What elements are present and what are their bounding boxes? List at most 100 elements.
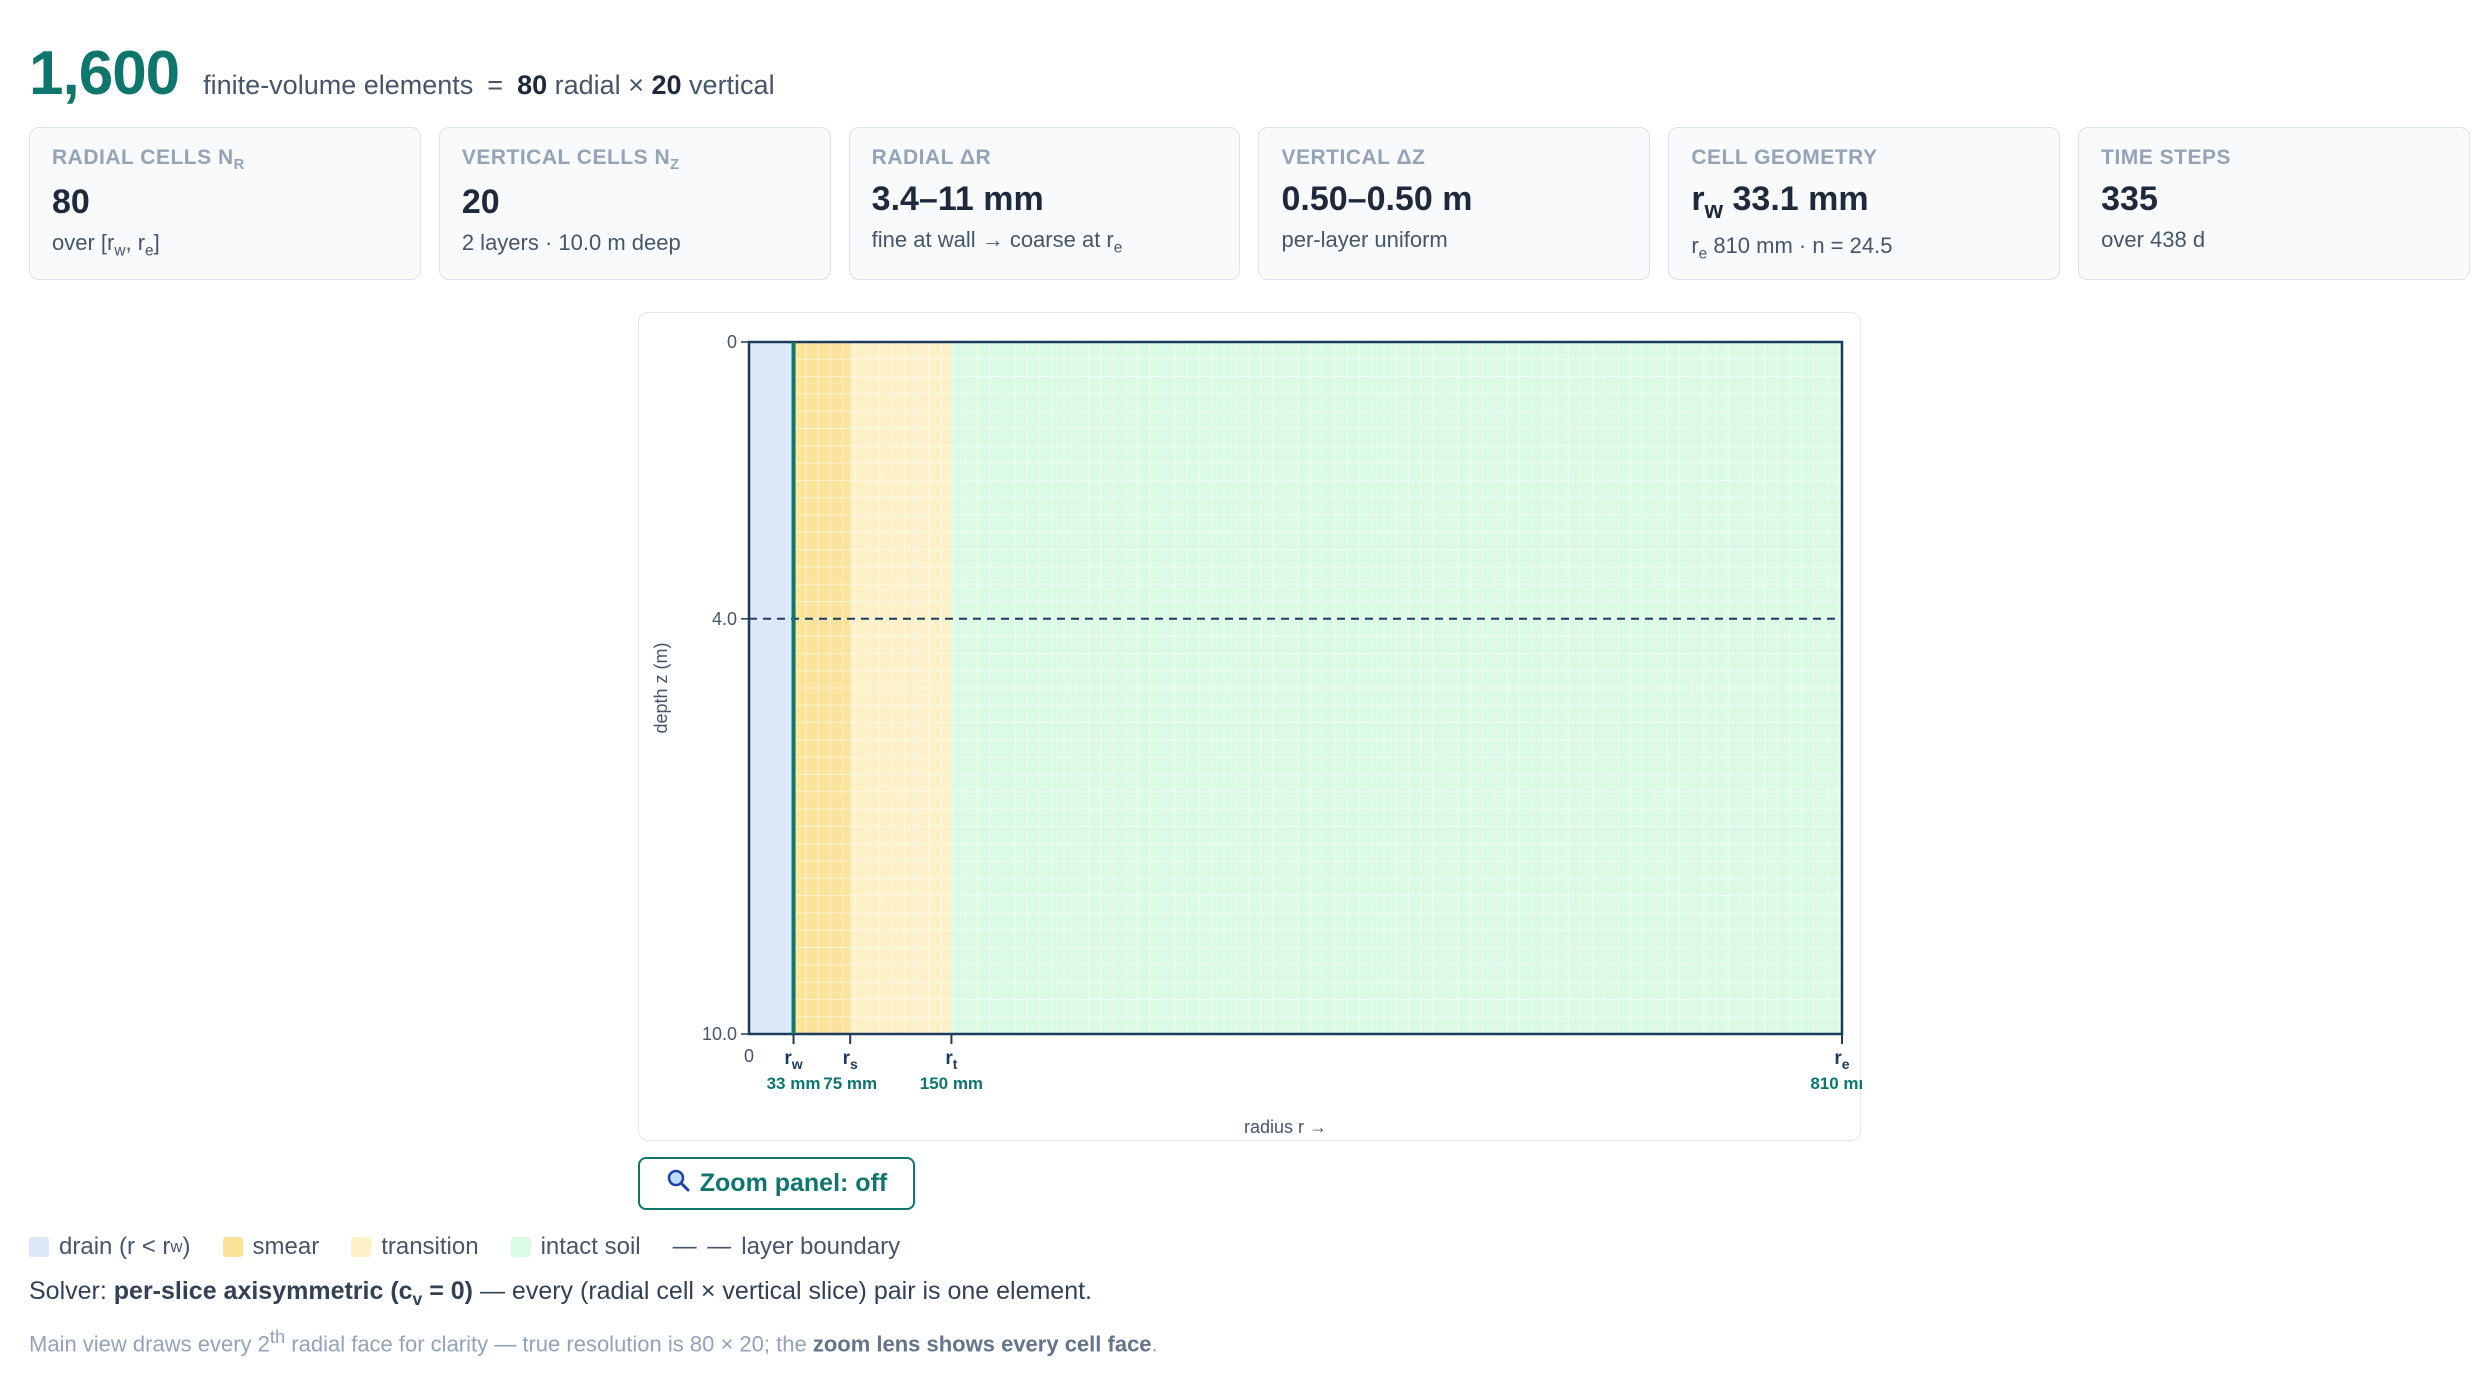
card-value: 20 [461, 183, 500, 222]
card-value: 335 [2101, 180, 2158, 218]
radial-marker-label: rs [843, 1048, 858, 1072]
element-count: 1,600 [29, 39, 180, 108]
card-label: CELL GEOMETRY [1691, 146, 1878, 169]
legend-label-sub: w [170, 1237, 183, 1256]
radial-marker-label: re [1834, 1048, 1849, 1072]
note-text: Main view draws every 2 [29, 1331, 270, 1357]
zone-drain [749, 342, 794, 1034]
card-label: TIME STEPS [2101, 146, 2231, 169]
legend-label: ) [182, 1233, 191, 1260]
y-axis-label: depth z (m) [651, 642, 671, 733]
solver-method: per-slice axisymmetric (cv = 0) [113, 1277, 474, 1309]
card-value: rw 33.1 mm [1691, 180, 2037, 225]
legend-label: intact soil [540, 1233, 641, 1260]
card-label: RADIAL ΔR [871, 146, 992, 169]
vertical-count: 20 [651, 70, 682, 100]
legend-label: transition [381, 1233, 479, 1260]
card-sub: 2 layers · 10.0 m deep [461, 230, 681, 256]
card-sub-text: , r [125, 230, 146, 256]
card-vertical-dz: VERTICAL ΔZ 0.50–0.50 m per-layer unifor… [1258, 127, 1651, 280]
resolution-note: Main view draws every 2th radial face fo… [29, 1326, 1158, 1357]
card-sub: over [rw, re] [52, 230, 398, 260]
card-label-sub: r [233, 157, 245, 174]
magnifier-icon [666, 1168, 690, 1199]
card-value: 0.50–0.50 m [1281, 180, 1473, 218]
solver-method-sub: v [412, 1289, 423, 1309]
equals-sign: = [487, 70, 504, 100]
note-text: radial face for clarity — true resolutio… [285, 1331, 813, 1357]
card-time-steps: TIME STEPS 335 over 438 d [2078, 127, 2470, 280]
card-value-text: 33.1 mm [1723, 180, 1869, 218]
radial-marker-value: 33 mm [767, 1074, 821, 1093]
depth-tick-label: 10.0 [702, 1024, 737, 1044]
card-sub-sub: e [145, 242, 154, 260]
card-label-text: RADIAL CELLS N [52, 146, 234, 169]
solver-method-text: = 0) [422, 1277, 474, 1305]
legend-item-intact-soil: intact soil [510, 1233, 641, 1261]
solver-description: Solver: per-slice axisymmetric (cv = 0) … [29, 1277, 1092, 1310]
card-sub: over 438 d [2101, 227, 2206, 252]
radial-marker-value: 150 mm [920, 1074, 983, 1093]
radial-marker-label: rw [784, 1048, 802, 1072]
card-value: 80 [52, 183, 90, 222]
radial-marker-value: 75 mm [823, 1074, 877, 1093]
x-axis-label: radius r → [1244, 1117, 1327, 1137]
card-label-sub: z [670, 157, 680, 174]
legend-item-layer-boundary: — — layer boundary [673, 1233, 900, 1261]
card-sub-text: ] [153, 230, 160, 256]
card-label: RADIAL CELLS Nr [52, 146, 398, 173]
legend-item-drain: drain (r < r w) [29, 1233, 191, 1261]
card-value-text: r [1691, 180, 1705, 218]
legend-label: drain (r < r [59, 1233, 171, 1260]
card-radial-dr: RADIAL ΔR 3.4–11 mm fine at wall → coars… [848, 127, 1241, 280]
legend-item-smear: smear [222, 1233, 320, 1261]
card-sub-sub: e [1113, 239, 1123, 257]
card-vertical-cells: VERTICAL CELLS Nz 20 2 layers · 10.0 m d… [438, 127, 831, 280]
card-label: VERTICAL CELLS Nz [462, 146, 808, 173]
note-text: . [1151, 1331, 1158, 1357]
card-sub: fine at wall → coarse at re [872, 227, 1218, 257]
solver-method-text: per-slice axisymmetric (c [113, 1277, 413, 1305]
card-sub-text: 810 mm · n = 24.5 [1707, 232, 1893, 258]
note-sup: th [269, 1326, 286, 1347]
card-value-sub: w [1704, 196, 1724, 224]
depth-tick-label: 4.0 [712, 609, 737, 629]
card-sub: re 810 mm · n = 24.5 [1691, 233, 2037, 263]
legend-item-transition: transition [351, 1233, 479, 1261]
summary-header: 1,600 finite-volume elements = 80 radial ×… [29, 38, 775, 109]
stat-cards: RADIAL CELLS Nr 80 over [rw, re] VERTICA… [29, 127, 2470, 280]
card-cell-geometry: CELL GEOMETRY rw 33.1 mm re 810 mm · n =… [1668, 127, 2061, 280]
note-emphasis: zoom lens shows every cell face [812, 1331, 1152, 1357]
card-sub-text: r [1691, 232, 1699, 258]
times-sign: × [628, 70, 644, 100]
zoom-panel-toggle-button[interactable]: Zoom panel: off [638, 1157, 915, 1210]
legend-swatch [510, 1237, 531, 1257]
card-sub-sub: e [1698, 245, 1708, 263]
element-label: finite-volume elements [203, 70, 474, 100]
card-radial-cells: RADIAL CELLS Nr 80 over [rw, re] [29, 127, 421, 280]
element-summary: finite-volume elements = 80 radial × 20 ve… [203, 70, 774, 101]
legend-label: smear [252, 1233, 320, 1260]
legend-label: layer boundary [741, 1233, 901, 1260]
mesh-plot: 0 4.0 10.0 depth z (m) 0 rw 33 mm rs 75 mm rt 150 … [651, 332, 1862, 1137]
legend-swatch [29, 1237, 49, 1257]
plot-frame [747, 340, 1844, 1036]
radial-marker-label: rt [945, 1048, 957, 1072]
vertical-word: vertical [689, 70, 775, 100]
legend: drain (r < r w) smear transition intact s… [29, 1233, 932, 1261]
radial-count: 80 [517, 70, 548, 100]
card-sub-sub: w [114, 242, 126, 260]
solver-prefix: Solver: [29, 1277, 107, 1305]
depth-tick-label: 0 [727, 332, 737, 352]
radial-word: radial [554, 70, 621, 100]
dashed-line-icon: — — [672, 1233, 734, 1260]
card-sub: per-layer uniform [1281, 227, 1448, 252]
zoom-button-label: Zoom panel: off [699, 1169, 888, 1197]
legend-swatch [222, 1237, 243, 1257]
legend-swatch [351, 1237, 372, 1257]
card-label-text: VERTICAL CELLS N [461, 146, 671, 169]
card-sub-text: fine at wall → coarse at r [871, 227, 1114, 252]
radial-marker-value: 810 mm [1810, 1074, 1862, 1093]
x-origin-label: 0 [744, 1046, 754, 1066]
card-label: VERTICAL ΔZ [1281, 146, 1426, 169]
